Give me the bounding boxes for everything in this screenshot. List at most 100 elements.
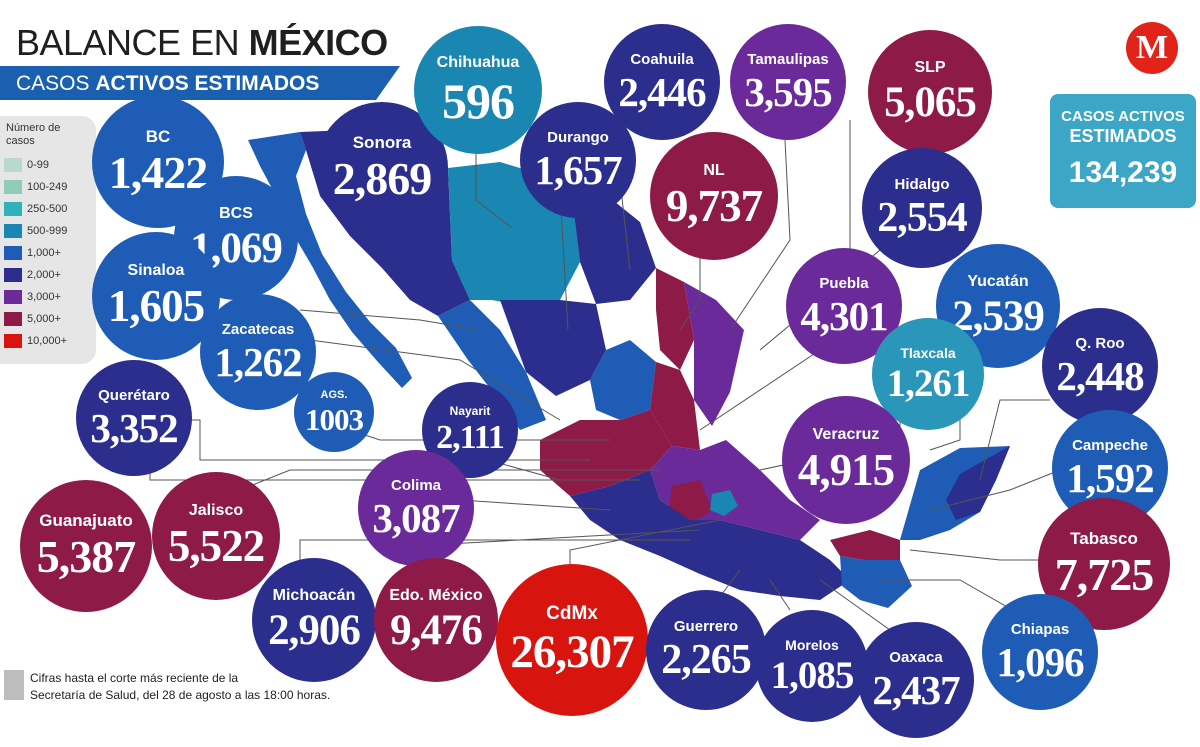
state-name: Yucatán [967, 273, 1029, 290]
legend-label: 10,000+ [27, 335, 68, 347]
state-name: Morelos [785, 636, 839, 653]
state-bubble-morelos: Morelos 1,085 [756, 610, 868, 722]
legend-label: 5,000+ [27, 313, 61, 325]
legend-title: Número de casos [6, 122, 61, 147]
state-name: Chihuahua [436, 53, 520, 71]
sinaloa-region [438, 300, 546, 430]
tamaulipas-region [684, 282, 744, 426]
state-name: Sonora [352, 133, 412, 152]
baja-california-peninsula [248, 132, 412, 388]
state-value: 26,307 [510, 626, 634, 678]
state-value: 2,446 [618, 68, 706, 115]
state-value: 2,111 [436, 419, 505, 456]
state-bubble-nayarit: Nayarit 2,111 [422, 382, 518, 478]
chiapas-region [840, 556, 912, 608]
state-bubble-oaxaca: Oaxaca 2,437 [858, 622, 974, 738]
state-name: Puebla [819, 274, 869, 292]
state-name: Edo. México [389, 587, 483, 604]
state-bubble-ags: AGS. 1003 [294, 372, 374, 452]
state-name: Guanajuato [39, 511, 133, 530]
state-bubble-guerrero: Guerrero 2,265 [646, 590, 766, 710]
state-name: Querétaro [98, 386, 170, 404]
state-name: Tabasco [1070, 529, 1138, 548]
central-west-region [540, 410, 672, 496]
state-name: Campeche [1072, 436, 1148, 454]
state-bubble-slp: SLP 5,065 [868, 30, 992, 154]
state-bubble-michoacan: Michoacán 2,906 [252, 558, 376, 682]
legend-swatch [4, 312, 22, 326]
legend-item: 10,000+ [4, 332, 67, 350]
state-value: 3,352 [90, 404, 178, 451]
legend-item: 100-249 [4, 178, 67, 196]
state-value: 2,437 [872, 666, 960, 713]
slp-region [650, 362, 700, 450]
legend-swatch [4, 158, 22, 172]
state-value: 1,592 [1066, 454, 1154, 501]
state-value: 1,605 [107, 281, 205, 331]
state-name: Michoacán [272, 587, 356, 604]
state-name: Zacatecas [221, 320, 295, 338]
state-bubble-nl: NL 9,737 [650, 132, 778, 260]
legend-swatch [4, 180, 22, 194]
state-value: 5,387 [36, 531, 136, 582]
state-bubble-chiapas: Chiapas 1,096 [982, 594, 1098, 710]
state-value: 2,869 [332, 153, 432, 204]
legend-label: 0-99 [27, 159, 50, 171]
state-name: Jalisco [188, 502, 244, 519]
page-subtitle: CASOS ACTIVOS ESTIMADOS [16, 72, 320, 95]
state-name: SLP [914, 59, 946, 76]
legend-label: 500-999 [27, 225, 68, 237]
legend-item: 250-500 [4, 200, 67, 218]
legend-label: 2,000+ [27, 269, 61, 281]
color-legend: Número de casos 0-99 100-249 250-500 500-99… [0, 116, 96, 364]
state-name: Veracruz [812, 426, 880, 443]
state-value: 2,265 [661, 637, 751, 683]
state-value: 3,595 [744, 68, 832, 115]
legend-swatch [4, 224, 22, 238]
legend-label: 1,000+ [27, 247, 61, 259]
legend-item: 500-999 [4, 222, 67, 240]
state-bubble-cdmx: CdMx 26,307 [496, 564, 648, 716]
state-value: 3,087 [372, 494, 460, 541]
legend-item: 0-99 [4, 156, 49, 174]
state-value: 1,657 [534, 146, 622, 193]
state-name: CdMx [546, 603, 598, 624]
legend-item: 1,000+ [4, 244, 61, 262]
state-name: Oaxaca [889, 648, 943, 666]
state-value: 1003 [305, 401, 364, 437]
state-bubble-guanajuato: Guanajuato 5,387 [20, 480, 152, 612]
state-value: 4,301 [800, 292, 888, 339]
state-value: 1,422 [108, 147, 208, 198]
legend-item: 5,000+ [4, 310, 61, 328]
state-name: Sinaloa [127, 262, 185, 279]
state-name: Nayarit [449, 404, 491, 418]
state-value: 4,915 [797, 445, 895, 495]
state-value: 5,522 [167, 521, 265, 571]
state-value: 2,448 [1056, 352, 1144, 399]
state-bubble-veracruz: Veracruz 4,915 [782, 396, 910, 524]
state-value: 9,737 [665, 181, 763, 231]
footnote-marker [4, 670, 24, 700]
legend-label: 3,000+ [27, 291, 61, 303]
state-value: 2,539 [952, 293, 1045, 340]
state-name: Colima [390, 476, 441, 494]
legend-swatch [4, 202, 22, 216]
durango-region [500, 300, 606, 396]
state-bubble-queretaro: Querétaro 3,352 [76, 360, 192, 476]
total-cases-box: CASOS ACTIVOS ESTIMADOS 134,239 [1050, 94, 1196, 208]
total-label-line1: CASOS ACTIVOS [1061, 108, 1185, 125]
state-name: Guerrero [673, 618, 739, 635]
zacatecas-region [590, 340, 656, 420]
state-value: 5,065 [884, 79, 977, 126]
subtitle-banner [0, 66, 400, 100]
state-bubble-colima: Colima 3,087 [358, 450, 474, 566]
legend-item: 2,000+ [4, 266, 61, 284]
state-name: Q. Roo [1075, 334, 1125, 352]
state-bubble-hidalgo: Hidalgo 2,554 [862, 148, 982, 268]
state-name: Chiapas [1010, 620, 1070, 638]
legend-swatch [4, 290, 22, 304]
state-value: 1,262 [214, 338, 302, 385]
state-name: BC [145, 127, 171, 146]
state-name: Tlaxcala [900, 344, 956, 361]
